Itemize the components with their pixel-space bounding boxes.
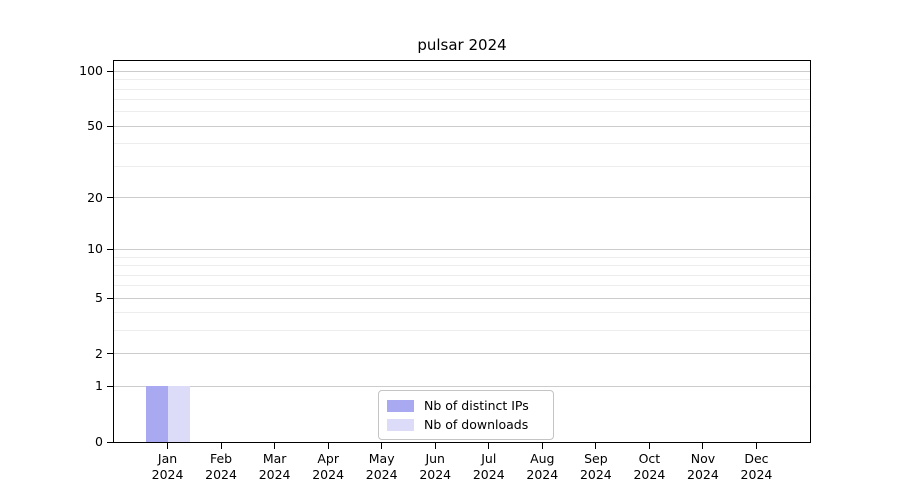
major-gridline: [114, 248, 810, 250]
major-gridline: [114, 353, 810, 355]
major-gridline: [114, 125, 810, 127]
x-axis-tick: [648, 443, 650, 449]
x-axis-tick: [327, 443, 329, 449]
month-label: Dec: [744, 451, 769, 466]
minor-gridline: [114, 312, 810, 314]
y-axis-tick-label: 100: [79, 63, 103, 79]
month-label: Feb: [209, 451, 233, 466]
major-gridline: [114, 70, 810, 72]
y-axis-tick-label: 20: [87, 189, 103, 205]
x-axis-tick: [220, 443, 222, 449]
year-label: 2024: [151, 466, 184, 482]
y-axis-tick-label: 5: [95, 290, 103, 306]
y-axis-tick-label: 1: [95, 378, 103, 394]
year-label: 2024: [205, 466, 237, 482]
legend-swatch-downloads: [387, 418, 414, 431]
minor-gridline: [114, 99, 810, 101]
legend-row: Nb of distinct IPs: [387, 398, 545, 413]
y-axis-tick: [107, 353, 114, 355]
legend-row: Nb of downloads: [387, 417, 545, 432]
x-axis-tick-label: Apr 2024: [293, 451, 363, 482]
y-axis-tick-label: 10: [87, 241, 103, 257]
x-axis-tick: [434, 443, 436, 449]
year-label: 2024: [526, 466, 559, 482]
month-label: Nov: [690, 451, 716, 466]
y-axis-tick-label: 50: [87, 118, 103, 134]
year-label: 2024: [312, 466, 345, 482]
x-axis-tick-label: Jun 2024: [400, 451, 470, 482]
year-label: 2024: [365, 466, 398, 482]
minor-gridline: [114, 265, 810, 267]
y-axis-tick: [107, 197, 114, 199]
plot-area: 0 1 2 5 10 20 50 100 Jan 2024 Feb 2024 Mar 2024 Apr 202…: [79, 60, 811, 482]
minor-gridline: [114, 285, 810, 287]
x-axis-tick: [167, 443, 169, 449]
year-label: 2024: [633, 466, 666, 482]
major-gridline: [114, 385, 810, 387]
y-axis-tick: [107, 125, 114, 127]
major-gridline: [114, 297, 810, 299]
y-axis-tick: [107, 385, 114, 387]
minor-gridline: [114, 143, 810, 145]
x-axis-tick-label: Mar 2024: [240, 451, 310, 482]
y-axis-tick-label: 2: [95, 345, 103, 361]
y-axis-tick: [107, 441, 114, 443]
x-axis-tick-label: Oct 2024: [614, 451, 684, 482]
month-label: May: [368, 451, 395, 466]
y-axis-tick: [107, 248, 114, 250]
x-axis-tick-label: Nov 2024: [668, 451, 738, 482]
x-axis-tick: [702, 443, 704, 449]
bar-downloads: [167, 386, 190, 442]
year-label: 2024: [258, 466, 291, 482]
x-axis-tick-label: May 2024: [347, 451, 417, 482]
legend-label: Nb of distinct IPs: [424, 398, 529, 413]
month-label: Jan: [157, 451, 178, 466]
year-label: 2024: [419, 466, 452, 482]
chart-title: pulsar 2024: [417, 36, 507, 54]
bar-distinct-ips: [145, 386, 168, 442]
year-label: 2024: [579, 466, 612, 482]
x-axis-tick-label: Feb 2024: [186, 451, 256, 482]
x-axis-tick-label: Aug 2024: [507, 451, 577, 482]
year-label: 2024: [472, 466, 505, 482]
y-axis-tick: [107, 70, 114, 72]
month-label: Aug: [530, 451, 555, 466]
month-label: Jun: [425, 451, 445, 466]
year-label: 2024: [687, 466, 719, 482]
minor-gridline: [114, 111, 810, 113]
month-label: Jul: [481, 451, 497, 466]
x-axis-tick-label: Jan 2024: [133, 451, 203, 482]
x-axis-tick: [381, 443, 383, 449]
month-label: Oct: [638, 451, 661, 466]
x-axis-tick-label: Sep 2024: [561, 451, 631, 482]
x-axis-tick: [541, 443, 543, 449]
minor-gridline: [114, 274, 810, 276]
minor-gridline: [114, 165, 810, 167]
month-label: Mar: [262, 451, 287, 466]
legend-label: Nb of downloads: [424, 417, 529, 432]
minor-gridline: [114, 79, 810, 81]
x-axis-tick: [274, 443, 276, 449]
x-axis-tick: [755, 443, 757, 449]
x-axis-tick-label: Dec 2024: [721, 451, 791, 482]
legend: Nb of distinct IPs Nb of downloads: [378, 390, 554, 440]
minor-gridline: [114, 88, 810, 90]
major-gridline: [114, 197, 810, 199]
y-axis-tick: [107, 297, 114, 299]
minor-gridline: [114, 330, 810, 332]
month-label: Apr: [317, 451, 339, 466]
x-axis-tick: [488, 443, 490, 449]
x-axis-tick-label: Jul 2024: [454, 451, 524, 482]
month-label: Sep: [584, 451, 608, 466]
legend-swatch-distinct-ips: [387, 399, 414, 412]
x-axis-tick: [595, 443, 597, 449]
minor-gridline: [114, 256, 810, 258]
y-axis-tick-label: 0: [95, 434, 103, 449]
year-label: 2024: [740, 466, 773, 482]
